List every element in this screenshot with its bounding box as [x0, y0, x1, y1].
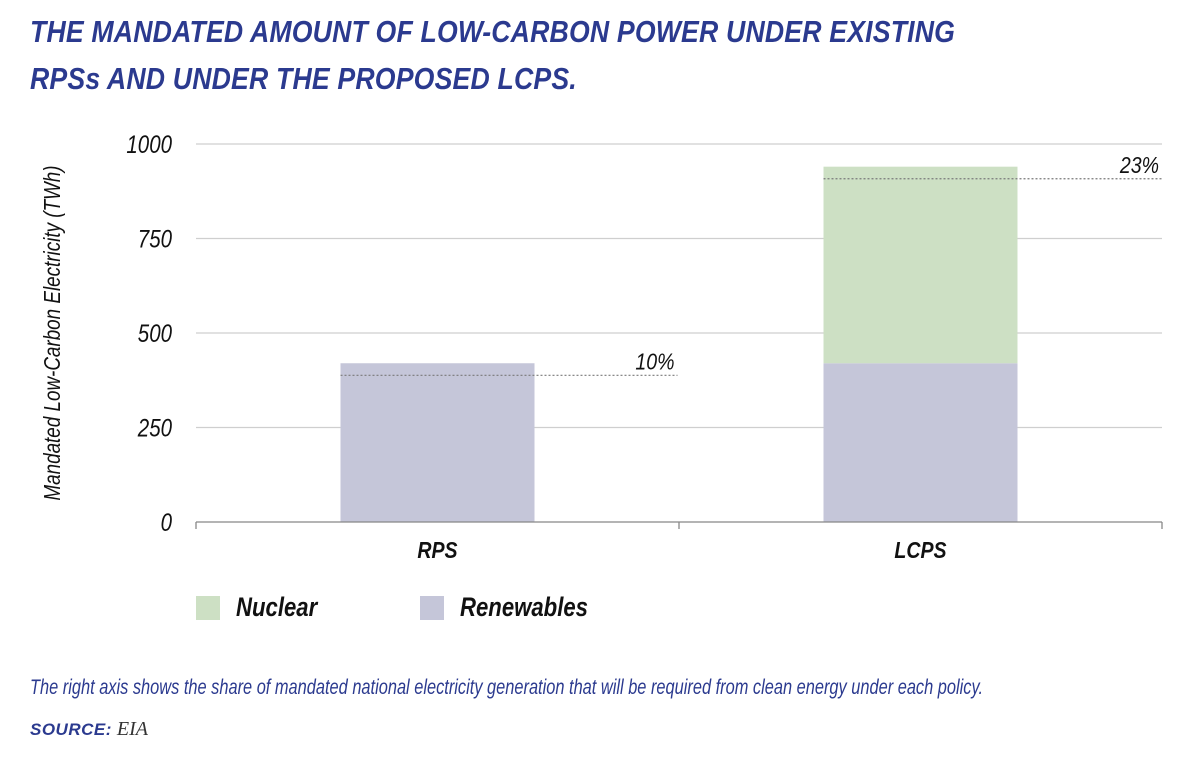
bar-rps-renewables: [340, 363, 535, 522]
annotation-label-rps: 10%: [635, 349, 674, 375]
y-tick-label-1000: 1000: [126, 130, 172, 158]
source-label: SOURCE:: [30, 720, 112, 739]
source-value: EIA: [116, 718, 149, 740]
y-tick-label-500: 500: [138, 319, 172, 347]
legend-swatch-nuclear: [196, 595, 220, 620]
y-tick-label-0: 0: [161, 508, 173, 536]
chart-title: THE MANDATED AMOUNT OF LOW-CARBON POWER …: [30, 8, 976, 102]
x-tick-label-lcps: LCPS: [894, 538, 946, 564]
chart-title-line-1: THE MANDATED AMOUNT OF LOW-CARBON POWER …: [30, 14, 956, 49]
y-tick-label-750: 750: [138, 225, 172, 253]
chart-note: The right axis shows the share of mandat…: [30, 676, 984, 699]
chart-title-line-2: RPSs AND UNDER THE PROPOSED LCPS.: [30, 61, 577, 96]
legend-label-renewables: Renewables: [460, 592, 588, 622]
stacked-bar-chart: 0 250 500 750 1000 RPS LCPS 10% 23% Mandated Low-…: [40, 130, 1163, 564]
legend-item-nuclear: Nuclear: [196, 592, 335, 623]
y-axis-label: Mandated Low-Carbon Electricity (TWh): [40, 165, 65, 500]
legend-label-nuclear: Nuclear: [236, 592, 318, 622]
x-tick-label-rps: RPS: [417, 538, 457, 564]
legend-item-renewables: Renewables: [420, 592, 616, 623]
bar-lcps-renewables: [823, 363, 1018, 522]
y-tick-label-250: 250: [137, 414, 172, 442]
legend-swatch-renewables: [420, 595, 444, 620]
source-line: SOURCE: EIA: [30, 718, 148, 741]
annotation-label-lcps: 23%: [1119, 152, 1159, 178]
bar-lcps-nuclear: [823, 166, 1018, 364]
